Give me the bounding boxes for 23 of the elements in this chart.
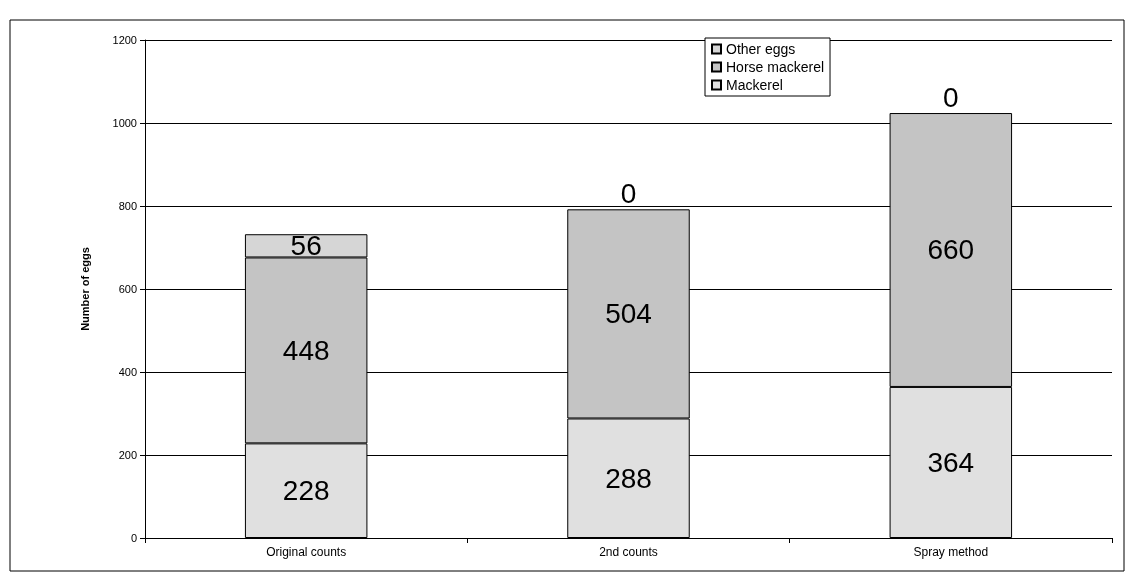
y-tick-label: 1200 — [112, 34, 137, 46]
data-label: 228 — [282, 475, 330, 507]
data-label: 448 — [282, 334, 330, 366]
x-tick-label: Original counts — [266, 545, 347, 559]
data-label: 0 — [620, 177, 637, 209]
data-label: 364 — [927, 446, 975, 478]
legend-label: Mackerel — [726, 77, 783, 93]
data-label: 56 — [290, 230, 322, 262]
data-label: 288 — [605, 462, 652, 494]
legend-label: Other eggs — [726, 41, 796, 57]
x-tick-label: 2nd counts — [599, 545, 658, 559]
y-tick-label: 800 — [118, 200, 137, 212]
data-label: 504 — [605, 298, 652, 330]
y-tick-label: 0 — [130, 532, 137, 544]
y-tick-label: 200 — [118, 449, 137, 461]
y-tick-label: 400 — [118, 366, 137, 378]
legend-label: Horse mackerel — [726, 59, 825, 75]
y-tick-label: 600 — [118, 283, 137, 295]
x-tick-label: Spray method — [913, 545, 989, 559]
y-axis-title: Number of eggs — [78, 247, 91, 331]
y-tick-label: 1000 — [112, 117, 137, 129]
data-label: 0 — [943, 81, 959, 113]
data-label: 660 — [927, 234, 975, 266]
